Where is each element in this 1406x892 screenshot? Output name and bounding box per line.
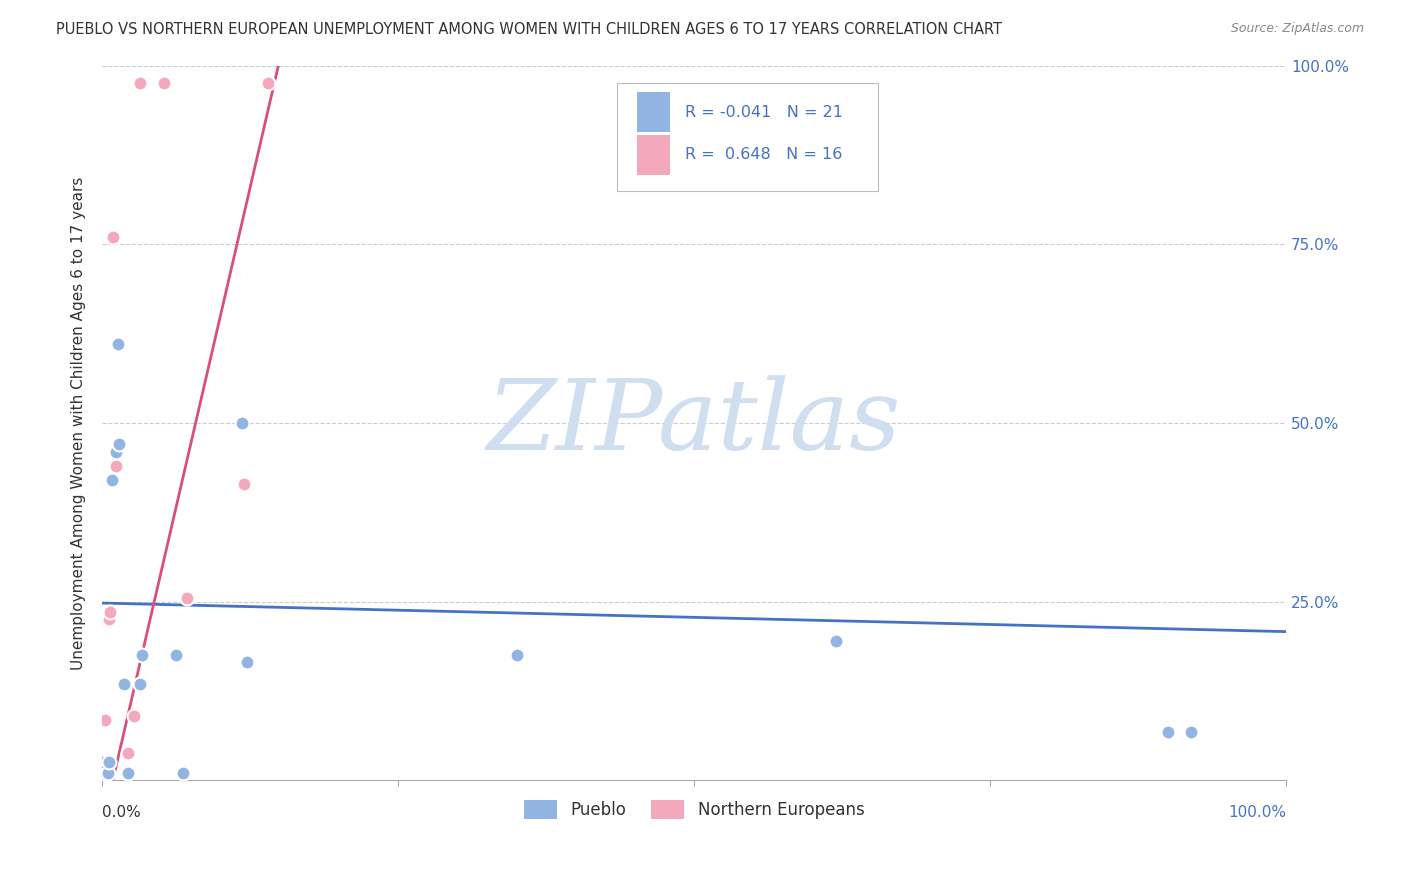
Point [176,591,198,605]
Point [1180,724,1202,739]
Point [112,677,135,691]
Point [122,709,145,723]
Text: R = -0.041   N = 21: R = -0.041 N = 21 [685,104,842,120]
Point [97,766,120,780]
Y-axis label: Unemployment Among Women with Children Ages 6 to 17 years: Unemployment Among Women with Children A… [72,177,86,670]
Point [100,605,122,619]
Point [231,416,253,430]
Point [96,757,118,772]
FancyBboxPatch shape [617,84,877,191]
Point [93,713,115,727]
Point [107,437,129,451]
Bar [637,136,671,175]
Point [1156,724,1178,739]
Text: ZIPatlas: ZIPatlas [486,376,901,471]
Point [257,77,280,91]
Bar [637,93,671,132]
Point [107,337,129,351]
Text: PUEBLO VS NORTHERN EUROPEAN UNEMPLOYMENT AMONG WOMEN WITH CHILDREN AGES 6 TO 17 : PUEBLO VS NORTHERN EUROPEAN UNEMPLOYMENT… [56,22,1002,37]
Point [93,766,115,780]
Point [98,756,121,770]
Point [117,766,139,780]
Point [165,648,187,663]
Point [117,746,139,760]
Point [93,756,115,770]
Legend: Pueblo, Northern Europeans: Pueblo, Northern Europeans [517,793,872,826]
Point [97,753,120,767]
Point [100,473,122,487]
Point [129,77,152,91]
Text: R =  0.648   N = 16: R = 0.648 N = 16 [685,147,842,162]
Point [93,763,115,777]
Point [98,612,121,626]
Point [129,677,152,691]
Text: Source: ZipAtlas.com: Source: ZipAtlas.com [1230,22,1364,36]
Point [93,766,115,780]
Point [105,444,128,458]
Point [131,648,153,663]
Point [825,634,848,648]
Point [233,476,256,491]
Point [93,759,115,773]
Point [152,77,174,91]
Text: 100.0%: 100.0% [1227,805,1286,821]
Point [505,648,527,663]
Point [105,458,128,473]
Point [172,766,194,780]
Text: 0.0%: 0.0% [103,805,141,821]
Point [101,230,124,244]
Point [235,656,257,670]
